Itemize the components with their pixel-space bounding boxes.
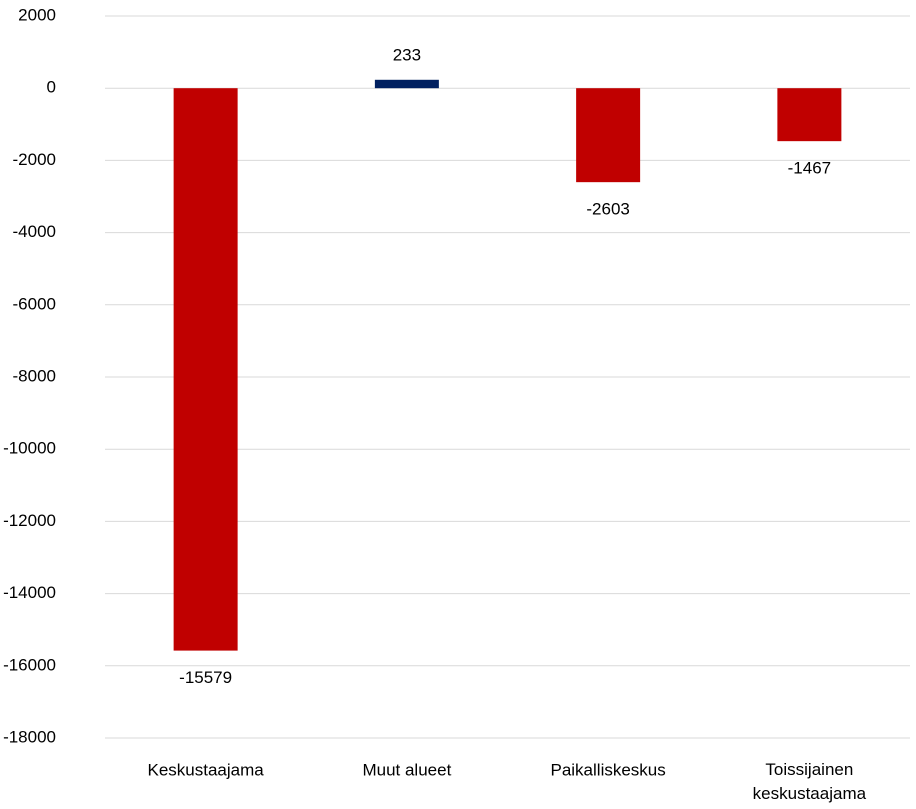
- x-tick-label: Paikalliskeskus: [550, 760, 665, 779]
- y-tick-label: 0: [47, 78, 56, 97]
- x-tick-label: Muut alueet: [362, 760, 451, 779]
- y-tick-label: -4000: [13, 222, 56, 241]
- x-tick-label: Toissijainen keskustaajama: [753, 760, 867, 803]
- y-tick-label: -14000: [3, 583, 56, 602]
- y-tick-label: -6000: [13, 294, 56, 313]
- data-label: -15579: [179, 668, 232, 687]
- bar: [374, 79, 439, 89]
- bar: [777, 88, 842, 142]
- x-tick-label: Keskustaajama: [148, 760, 265, 779]
- y-tick-label: 2000: [18, 5, 56, 24]
- y-tick-label: -18000: [3, 727, 56, 746]
- data-label: 233: [393, 45, 421, 64]
- y-tick-label: -2000: [13, 150, 56, 169]
- y-tick-label: -12000: [3, 511, 56, 530]
- y-tick-label: -10000: [3, 439, 56, 458]
- y-tick-label: -8000: [13, 366, 56, 385]
- data-label: -1467: [788, 159, 831, 178]
- data-label: -2603: [586, 200, 629, 219]
- bar: [173, 88, 238, 651]
- bar: [576, 88, 641, 183]
- y-tick-label: -16000: [3, 655, 56, 674]
